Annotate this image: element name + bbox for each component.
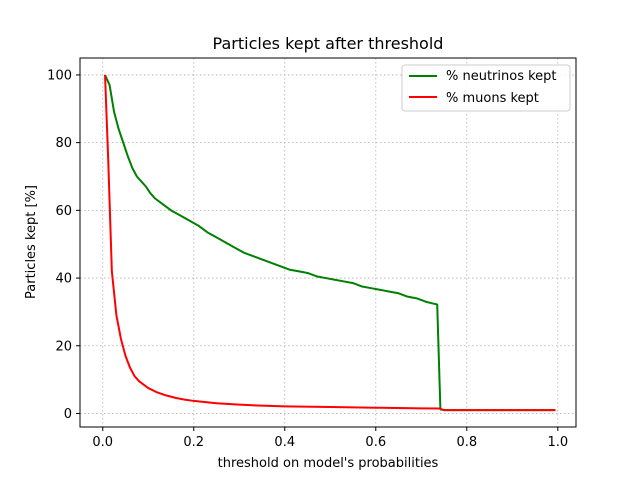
chart-title: Particles kept after threshold — [213, 34, 444, 53]
x-tick-label: 0.4 — [274, 435, 295, 450]
y-tick-label: 100 — [47, 68, 72, 83]
series — [104, 74, 556, 412]
x-tick-label: 0.8 — [456, 435, 477, 450]
y-tick-label: 80 — [55, 136, 72, 151]
plot-background — [80, 58, 576, 427]
legend-label-neutrinos: % neutrinos kept — [446, 69, 557, 84]
y-tick-label: 20 — [55, 339, 72, 354]
x-axis-label: threshold on model's probabilities — [218, 456, 439, 471]
legend-label-muons: % muons kept — [446, 91, 539, 106]
x-tick-label: 0.2 — [183, 435, 204, 450]
neutrinos-series-line — [104, 74, 556, 412]
y-tick-label: 60 — [55, 204, 72, 219]
legend-frame — [401, 64, 571, 112]
x-tick-label: 1.0 — [547, 435, 568, 450]
y-tick-label: 40 — [55, 272, 72, 287]
ticks: 0.0 0.2 0.4 0.6 0.8 1.0 0 20 40 60 80 100 — [47, 68, 568, 450]
plot-frame — [79, 57, 577, 428]
x-tick-label: 0.0 — [92, 435, 113, 450]
muons-series-line — [104, 74, 556, 412]
x-tick-label: 0.6 — [365, 435, 386, 450]
y-axis-label: Particles kept [%] — [24, 185, 39, 299]
legend: % neutrinos kept % muons kept — [401, 64, 571, 112]
y-tick-label: 0 — [64, 407, 72, 422]
